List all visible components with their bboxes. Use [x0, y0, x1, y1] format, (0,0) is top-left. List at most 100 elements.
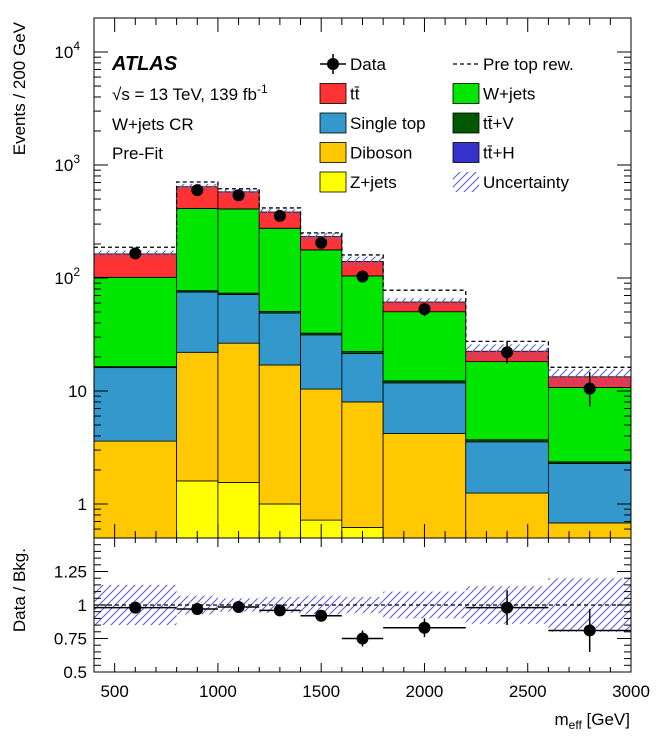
legend-item: tt̄+H: [452, 142, 515, 163]
bar-diboson-7: [465, 492, 549, 538]
ratio-point: [259, 604, 301, 617]
ratio-marker: [501, 601, 514, 614]
legend-item: tt̄: [319, 83, 360, 104]
ratio-marker: [418, 621, 431, 634]
bar-wjets-3: [258, 227, 301, 312]
legend-label: W+jets: [483, 85, 535, 104]
bar-singletop-5: [341, 353, 384, 403]
ratio-point: [465, 590, 549, 626]
legend-swatch: [319, 83, 347, 104]
legend-data-marker: [327, 58, 339, 70]
unc-band-6: [383, 298, 466, 307]
data-point: [583, 372, 596, 407]
data-point: [418, 303, 431, 317]
legend-swatch: [452, 142, 480, 163]
main-stack: [94, 186, 631, 538]
x-tick-label: 1500: [302, 682, 340, 701]
legend-label: Pre top rew.: [483, 55, 574, 74]
y-tick-label: 10: [68, 382, 87, 401]
data-marker: [191, 184, 204, 197]
data-marker: [315, 236, 328, 249]
legend-item: Diboson: [319, 142, 412, 163]
y-tick-exp: 3: [73, 152, 80, 166]
bar-singletop-7: [465, 441, 549, 494]
y-tick-exp: 2: [73, 265, 80, 279]
ratio-tick-label: 0.5: [63, 663, 87, 682]
data-marker: [501, 346, 514, 359]
data-marker: [583, 382, 596, 395]
energy-label: √s = 13 TeV, 139 fb-1: [112, 82, 268, 104]
legend-item: Single top: [319, 112, 426, 134]
data-point: [315, 236, 328, 249]
bar-diboson-3: [258, 364, 301, 505]
data-point: [232, 189, 245, 202]
bar-zjets-1: [176, 480, 219, 538]
ratio-point: [94, 601, 177, 614]
legend: Data tt̄ Single top Diboson Z+jets Pre top re…: [319, 54, 574, 193]
legend-label: tt̄: [350, 85, 360, 104]
ratio-data-points: [94, 590, 631, 652]
legend-label: Z+jets: [350, 173, 397, 192]
y-tick-label: 1: [78, 495, 87, 514]
bar-wjets-6: [382, 311, 467, 382]
bar-wjets-0: [94, 276, 178, 368]
bar-diboson-0: [94, 440, 178, 538]
data-marker: [418, 303, 431, 316]
ratio-y-axis-title: Data / Bkg.: [10, 548, 29, 632]
legend-label: Diboson: [350, 144, 412, 163]
bar-diboson-2: [217, 342, 260, 483]
legend-label: tt̄+H: [483, 144, 515, 163]
unc-band-5: [341, 256, 384, 267]
y-tick-exp: 4: [73, 39, 80, 53]
x-tick-label: 2500: [509, 682, 547, 701]
ratio-marker: [191, 603, 204, 616]
axes: 500 1000 1500 2000 2500 30001041031021010.50.…: [54, 17, 650, 701]
y-tick-label: 102: [54, 265, 80, 288]
x-axis-title-unit: [GeV]: [587, 710, 630, 729]
data-point: [356, 270, 369, 283]
data-marker: [356, 270, 369, 283]
chart-labels: ATLAS √s = 13 TeV, 139 fb-1 W+jets CR Pr…: [10, 21, 630, 732]
ratio-tick-label: 1.25: [54, 563, 87, 582]
main-data-points: [129, 184, 596, 407]
data-marker: [273, 209, 286, 222]
y-tick-base: 1: [78, 495, 87, 514]
x-tick-label: 3000: [612, 682, 650, 701]
legend-hatch-swatch: [453, 172, 479, 192]
region-label: W+jets CR: [112, 115, 194, 134]
bar-singletop-6: [382, 382, 467, 434]
x-axis-title-main: m: [555, 710, 569, 729]
y-tick-base: 10: [54, 43, 73, 62]
y-tick-base: 10: [68, 382, 87, 401]
legend-label: tt̄+V: [483, 114, 514, 133]
ratio-marker: [129, 601, 142, 614]
y-tick-base: 10: [54, 156, 73, 175]
data-point: [129, 247, 142, 260]
y-axis-title: Events / 200 GeV: [10, 21, 29, 155]
ratio-tick-label: 0.75: [54, 630, 87, 649]
ratio-point: [341, 630, 384, 647]
ratio-marker: [273, 604, 286, 617]
svg-text:√s = 13 TeV, 139 fb-1: √s = 13 TeV, 139 fb-1: [112, 82, 268, 104]
legend-swatch: [319, 142, 347, 163]
ratio-tick-label: 1: [78, 596, 87, 615]
bar-diboson-4: [300, 388, 343, 521]
energy-lumi-text: √s = 13 TeV, 139 fb: [112, 85, 257, 104]
ratio-point: [383, 618, 466, 638]
data-point: [191, 184, 204, 197]
ratio-uncertainty-band: [94, 578, 631, 632]
bar-singletop-8: [547, 463, 631, 524]
legend-item: Z+jets: [319, 171, 397, 193]
data-point: [501, 341, 514, 364]
legend-item: Pre top rew.: [453, 55, 574, 74]
ratio-point: [300, 609, 342, 622]
legend-swatch: [319, 112, 347, 134]
bar-wjets-4: [300, 249, 343, 334]
bar-singletop-3: [258, 312, 301, 366]
legend-label: Uncertainty: [483, 173, 569, 192]
legend-swatch: [319, 171, 347, 193]
ratio-marker: [315, 609, 328, 622]
bar-singletop-4: [300, 334, 343, 390]
y-tick-label: 104: [54, 39, 80, 62]
